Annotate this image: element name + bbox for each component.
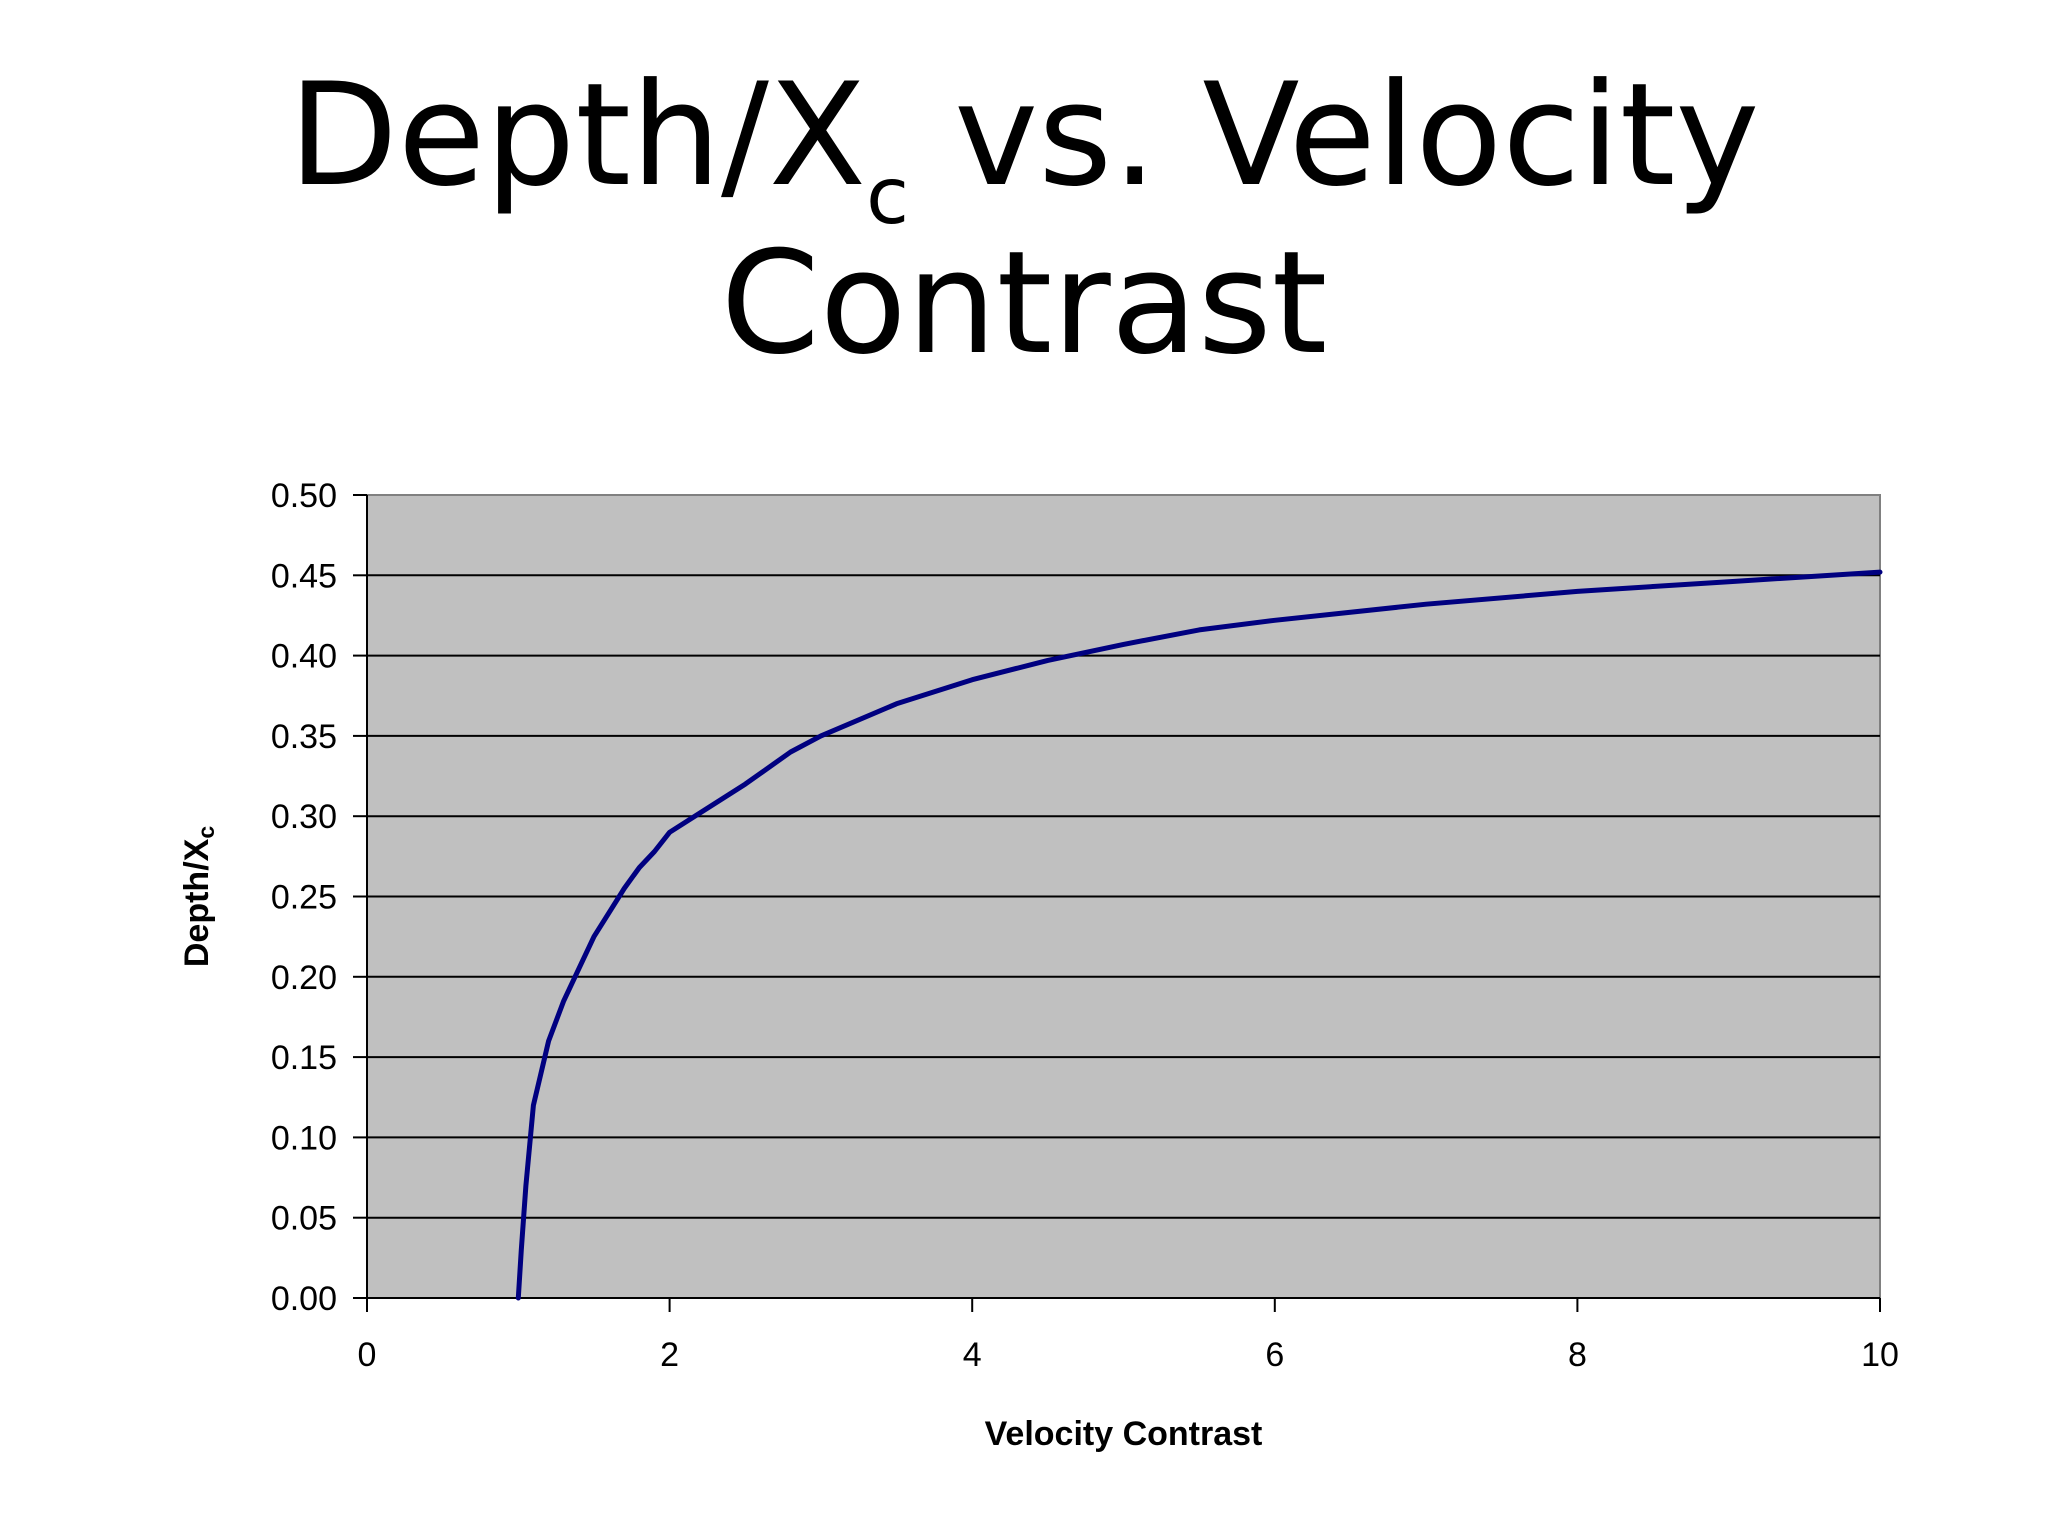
- y-tick-label-0.40: 0.40: [271, 638, 337, 676]
- y-tick-label-0.35: 0.35: [271, 718, 337, 756]
- x-tick-label-2: 2: [660, 1336, 679, 1374]
- x-axis-title: Velocity Contrast: [985, 1415, 1263, 1453]
- y-tick-label-0.45: 0.45: [271, 557, 337, 595]
- gridlines: [367, 574, 1880, 1219]
- series-line-0: [515, 569, 1883, 1301]
- series-group: [515, 569, 1883, 1301]
- slide-title-main: Depth/X: [288, 53, 867, 218]
- y-axis-title-main: Depth/X: [178, 838, 216, 967]
- slide-title-line-1: Depth/Xc vs. Velocity: [0, 52, 2048, 236]
- y-tick-label-0.10: 0.10: [271, 1119, 337, 1157]
- x-tick-label-6: 6: [1265, 1336, 1284, 1374]
- x-axis-ticks: 0 2 4 6 8 10: [358, 1298, 1899, 1374]
- y-tick-label-0.25: 0.25: [271, 879, 337, 917]
- x-tick-label-10: 10: [1861, 1336, 1899, 1374]
- x-tick-label-8: 8: [1568, 1336, 1587, 1374]
- y-tick-label-0.20: 0.20: [271, 959, 337, 997]
- y-axis-title-subscript: c: [193, 826, 219, 839]
- y-tick-label-0.15: 0.15: [271, 1039, 337, 1077]
- slide-title-rest: vs. Velocity: [909, 53, 1760, 218]
- y-axis-title: Depth/Xc: [178, 826, 219, 967]
- y-tick-label-0.00: 0.00: [271, 1280, 337, 1318]
- y-tick-label-0.30: 0.30: [271, 798, 337, 836]
- y-tick-label-0.50: 0.50: [271, 477, 337, 515]
- slide-title-line-2: Contrast: [720, 221, 1328, 386]
- y-tick-label-0.05: 0.05: [271, 1200, 337, 1238]
- slide-title: Depth/Xc vs. Velocity Contrast: [0, 52, 2048, 388]
- slide-title-subscript: c: [866, 152, 910, 242]
- x-tick-label-0: 0: [358, 1336, 377, 1374]
- x-tick-label-4: 4: [963, 1336, 982, 1374]
- y-axis-ticks: 0.00 0.05 0.10 0.15 0.20 0.25 0.30 0.35 0.40 0.45…: [271, 477, 367, 1318]
